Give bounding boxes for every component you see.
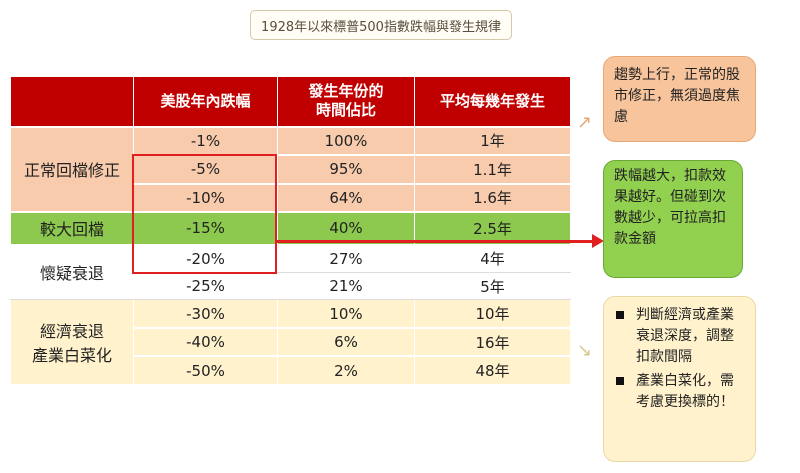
header-share: 發生年份的 時間佔比 (277, 76, 415, 128)
table-row: -50% 2% 48年 (11, 355, 571, 386)
cell-share: 100% (277, 126, 415, 157)
cell-every: 16年 (414, 327, 571, 358)
cell-decline: -20% (133, 244, 278, 273)
header-decline: 美股年內跌幅 (133, 76, 278, 128)
category-normal: 正常回檔修正 (10, 126, 134, 214)
cell-every: 4年 (414, 244, 571, 273)
cell-decline: -50% (133, 355, 278, 386)
note-bullet-text: 判斷經濟或產業衰退深度，調整扣款間隔 (636, 307, 734, 365)
cell-every: 48年 (414, 355, 571, 386)
category-doubt: 懷疑衰退 (10, 244, 134, 301)
cell-share: 64% (277, 183, 415, 214)
table-row: -10% 64% 1.6年 (11, 183, 571, 214)
category-recession-line-2: 產業白菜化 (31, 346, 112, 366)
cell-share: 21% (277, 271, 415, 301)
table-row: 較大回檔 -15% 40% 2.5年 (10, 211, 571, 246)
bullet-square-icon (616, 311, 624, 319)
category-large: 較大回檔 (10, 211, 134, 246)
table-header-row: 美股年內跌幅 發生年份的 時間佔比 平均每幾年發生 (10, 76, 571, 128)
note-bullet-text: 產業白菜化，需考慮更換標的！ (636, 373, 734, 410)
cell-decline: -10% (133, 183, 278, 214)
table-row: 正常回檔修正 -1% 100% 1年 (10, 126, 571, 214)
cell-share: 10% (277, 299, 415, 329)
cell-every: 2.5年 (414, 211, 571, 246)
callout-arrow-icon: ↗ (577, 112, 593, 133)
note-recession: 判斷經濟或產業衰退深度，調整扣款間隔 產業白菜化，需考慮更換標的！ (603, 296, 756, 462)
cell-every: 1年 (414, 126, 571, 157)
table-row: -5% 95% 1.1年 (11, 154, 571, 185)
table-row: -40% 6% 16年 (11, 327, 571, 358)
header-every: 平均每幾年發生 (414, 76, 571, 128)
cell-decline: -40% (133, 327, 278, 358)
cell-decline: -30% (133, 299, 278, 329)
cell-share: 95% (277, 154, 415, 185)
header-share-line-1: 發生年份的 (308, 82, 384, 101)
cell-share: 27% (277, 244, 415, 273)
highlight-arrow-line (277, 240, 595, 243)
chart-title: 1928年以來標普500指數跌幅與發生規律 (250, 10, 512, 40)
cell-share: 6% (277, 327, 415, 358)
category-recession: 經濟衰退 產業白菜化 (10, 299, 134, 387)
cell-decline: -1% (133, 126, 278, 157)
cell-decline: -15% (133, 211, 278, 246)
header-empty (10, 76, 134, 128)
decline-table: 美股年內跌幅 發生年份的 時間佔比 平均每幾年發生 正常回檔修正 -1% 100… (10, 76, 571, 387)
callout-arrow-icon: ↘ (577, 340, 593, 361)
note-bullet: 判斷經濟或產業衰退深度，調整扣款間隔 (612, 305, 747, 368)
bullet-square-icon (616, 377, 624, 385)
cell-share: 2% (277, 355, 415, 386)
cell-share: 40% (277, 211, 415, 246)
table-row: -25% 21% 5年 (11, 271, 571, 301)
cell-every: 10年 (414, 299, 571, 329)
cell-every: 5年 (414, 271, 571, 301)
cell-decline: -5% (133, 154, 278, 185)
table-row: 懷疑衰退 -20% 27% 4年 (10, 244, 571, 301)
note-bullet: 產業白菜化，需考慮更換標的！ (612, 371, 747, 413)
note-larger-drop: 跌幅越大，扣款效果越好。但碰到次數越少，可拉高扣款金額 (603, 160, 743, 278)
header-share-line-2: 時間佔比 (315, 101, 376, 120)
category-recession-line-1: 經濟衰退 (39, 322, 104, 342)
cell-every: 1.6年 (414, 183, 571, 214)
cell-decline: -25% (133, 271, 278, 301)
highlight-arrow-head-icon (592, 234, 604, 248)
table-row: 經濟衰退 產業白菜化 -30% 10% 10年 (10, 299, 571, 387)
cell-every: 1.1年 (414, 154, 571, 185)
note-normal-correction: 趨勢上行，正常的股市修正，無須過度焦慮 (603, 56, 756, 142)
